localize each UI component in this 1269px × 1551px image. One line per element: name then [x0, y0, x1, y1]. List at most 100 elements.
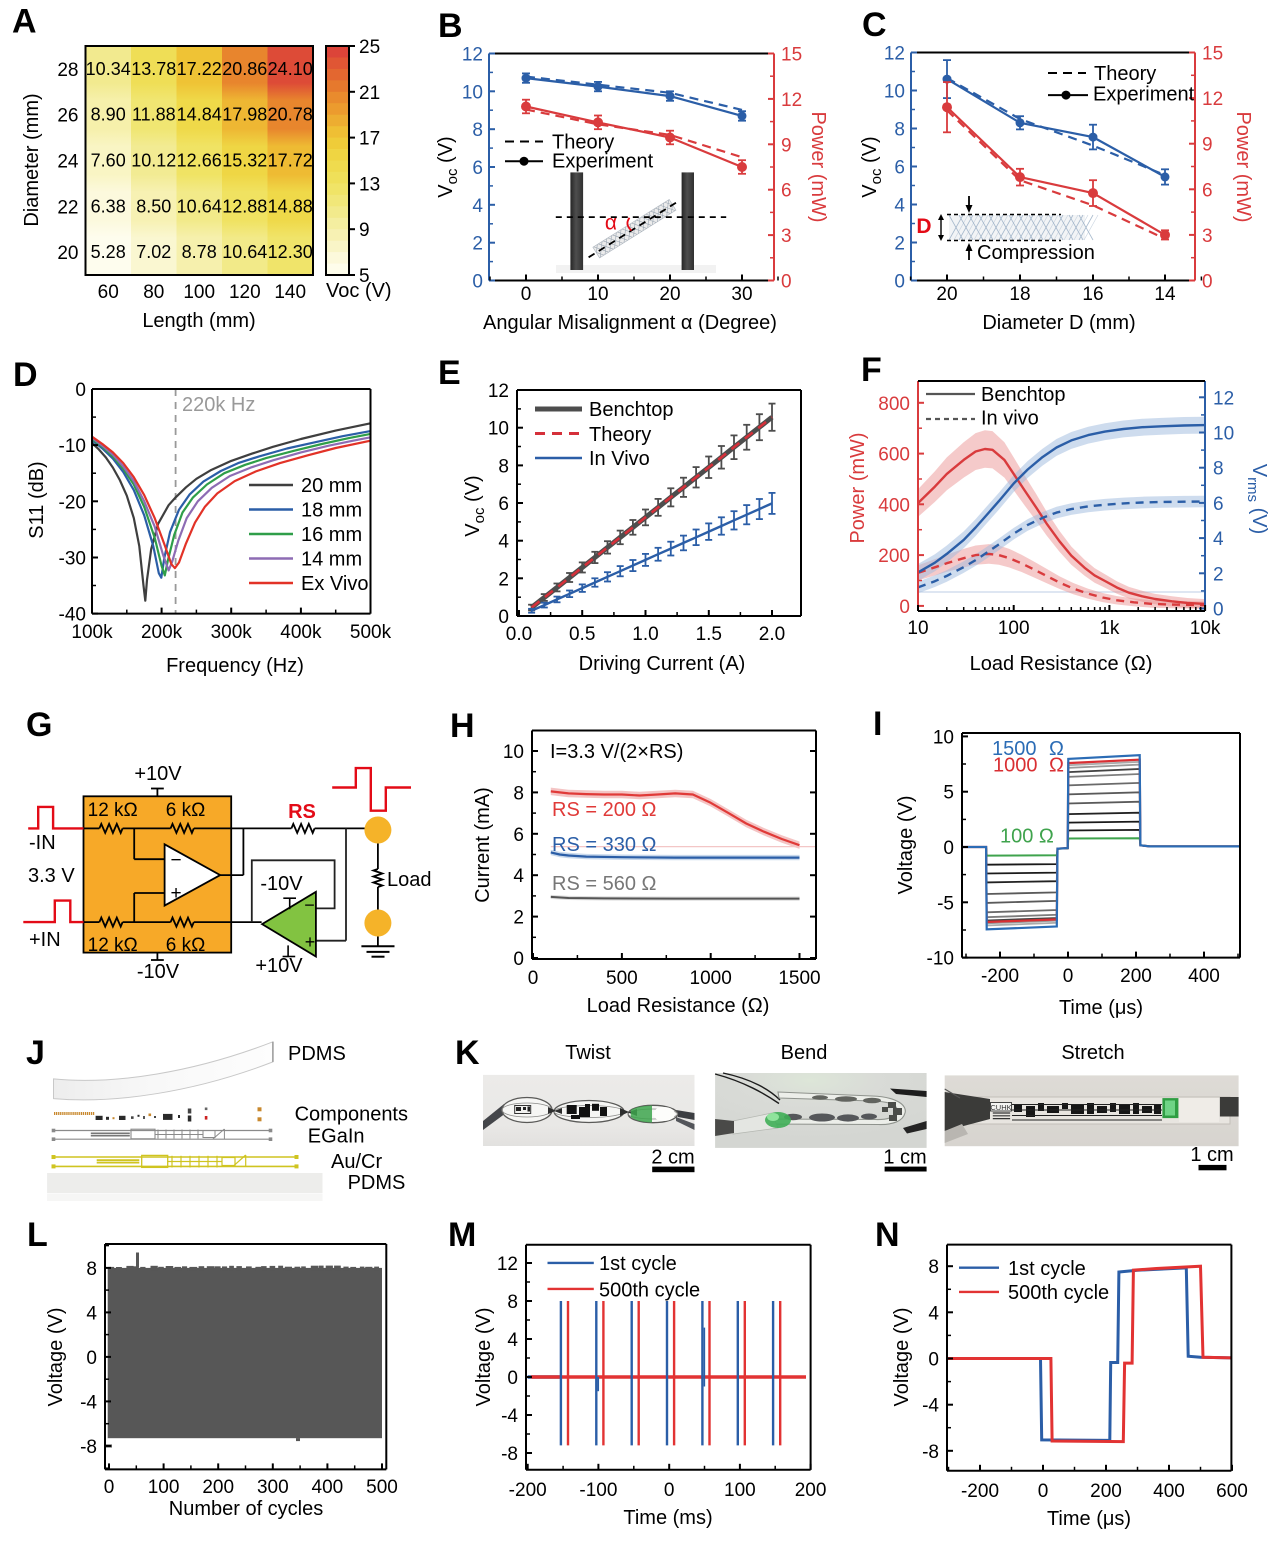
svg-text:15: 15 — [781, 45, 802, 66]
svg-text:5: 5 — [943, 783, 954, 804]
svg-text:D: D — [916, 215, 931, 238]
svg-text:200: 200 — [795, 1480, 827, 1501]
svg-text:8.50: 8.50 — [136, 196, 171, 216]
svg-text:3: 3 — [781, 226, 792, 247]
svg-text:21: 21 — [359, 83, 380, 104]
svg-text:CUHK: CUHK — [990, 1103, 1011, 1112]
svg-text:20: 20 — [936, 284, 957, 305]
svg-text:0: 0 — [513, 949, 524, 970]
svg-text:100k: 100k — [71, 622, 113, 643]
svg-text:200: 200 — [1120, 966, 1152, 987]
svg-text:8: 8 — [507, 1292, 518, 1313]
svg-text:400: 400 — [878, 495, 910, 516]
svg-text:12: 12 — [497, 1254, 518, 1275]
svg-text:8: 8 — [86, 1259, 97, 1280]
svg-text:0.5: 0.5 — [569, 624, 595, 645]
svg-text:400: 400 — [1188, 966, 1220, 987]
svg-text:4: 4 — [1213, 529, 1224, 550]
svg-text:12 kΩ: 12 kΩ — [88, 800, 138, 821]
svg-text:A: A — [12, 3, 37, 41]
svg-text:20.86: 20.86 — [222, 59, 267, 79]
svg-text:17.72: 17.72 — [268, 151, 313, 171]
svg-text:1st cycle: 1st cycle — [1008, 1258, 1086, 1280]
svg-text:2: 2 — [498, 569, 509, 590]
svg-text:14 mm: 14 mm — [301, 549, 362, 571]
svg-text:Current (mA): Current (mA) — [472, 787, 494, 903]
svg-text:15: 15 — [1202, 44, 1223, 65]
svg-text:13.78: 13.78 — [131, 59, 176, 79]
svg-text:400k: 400k — [280, 622, 322, 643]
svg-text:I=3.3 V/(2×RS): I=3.3 V/(2×RS) — [550, 741, 683, 763]
svg-text:500: 500 — [606, 968, 638, 989]
svg-text:1000: 1000 — [690, 968, 732, 989]
svg-text:0: 0 — [507, 1368, 518, 1389]
svg-text:500k: 500k — [350, 622, 392, 643]
svg-text:8.90: 8.90 — [91, 105, 126, 125]
svg-text:−: − — [170, 850, 181, 871]
svg-text:6: 6 — [1213, 494, 1224, 515]
svg-text:In Vivo: In Vivo — [589, 448, 650, 470]
svg-text:0: 0 — [104, 1477, 115, 1498]
svg-text:Driving Current (A): Driving Current (A) — [579, 653, 746, 675]
svg-text:Voltage (V): Voltage (V) — [45, 1308, 67, 1407]
svg-text:8: 8 — [1213, 459, 1224, 480]
svg-text:11.88: 11.88 — [132, 105, 176, 125]
svg-text:Length (mm): Length (mm) — [142, 310, 255, 332]
svg-text:Ω: Ω — [1049, 755, 1064, 777]
svg-text:Voc (V): Voc (V) — [326, 280, 392, 302]
svg-text:7.60: 7.60 — [91, 151, 126, 171]
svg-text:12.30: 12.30 — [268, 242, 313, 262]
svg-text:20 mm: 20 mm — [301, 475, 362, 497]
svg-text:0: 0 — [1038, 1481, 1049, 1502]
svg-text:Power (mW): Power (mW) — [807, 111, 829, 222]
svg-text:1500: 1500 — [992, 738, 1037, 760]
svg-text:12 kΩ: 12 kΩ — [88, 935, 138, 956]
svg-text:0: 0 — [1213, 600, 1224, 621]
svg-text:B: B — [438, 7, 463, 45]
svg-text:200k: 200k — [141, 622, 183, 643]
svg-text:4: 4 — [513, 866, 524, 887]
svg-text:20: 20 — [57, 243, 78, 264]
svg-text:Au/Cr: Au/Cr — [331, 1151, 382, 1173]
svg-text:200: 200 — [1090, 1481, 1122, 1502]
svg-text:12: 12 — [884, 44, 905, 65]
svg-text:In vivo: In vivo — [981, 408, 1039, 430]
svg-text:25: 25 — [359, 37, 380, 58]
svg-text:-10V: -10V — [260, 873, 303, 895]
svg-text:3: 3 — [1202, 226, 1213, 247]
svg-text:N: N — [875, 1216, 900, 1254]
svg-text:600: 600 — [878, 445, 910, 466]
svg-text:8: 8 — [513, 783, 524, 804]
svg-text:F: F — [861, 351, 882, 389]
svg-text:-10: -10 — [927, 949, 954, 970]
svg-text:6: 6 — [472, 158, 483, 179]
svg-text:Voc (V): Voc (V) — [462, 475, 488, 536]
svg-text:500th cycle: 500th cycle — [599, 1280, 700, 1302]
svg-text:12.66: 12.66 — [177, 151, 222, 171]
svg-text:0.0: 0.0 — [506, 624, 532, 645]
svg-text:600: 600 — [1216, 1481, 1248, 1502]
svg-text:-8: -8 — [922, 1442, 939, 1463]
svg-text:100 Ω: 100 Ω — [1000, 826, 1054, 848]
svg-text:300k: 300k — [211, 622, 253, 643]
svg-text:C: C — [862, 6, 887, 44]
svg-text:0: 0 — [528, 968, 539, 989]
svg-text:Voltage (V): Voltage (V) — [473, 1308, 495, 1407]
svg-text:0: 0 — [75, 380, 86, 401]
svg-text:0: 0 — [498, 607, 509, 628]
svg-text:10: 10 — [503, 742, 524, 763]
svg-text:0: 0 — [781, 272, 792, 293]
svg-text:16: 16 — [1082, 284, 1103, 305]
svg-text:Compression: Compression — [977, 242, 1095, 264]
svg-text:0: 0 — [521, 284, 532, 305]
svg-text:14.88: 14.88 — [268, 196, 313, 216]
svg-text:6 kΩ: 6 kΩ — [166, 935, 206, 956]
svg-text:14.84: 14.84 — [177, 105, 222, 125]
svg-text:6.38: 6.38 — [91, 196, 126, 216]
svg-text:12: 12 — [462, 45, 483, 66]
svg-text:3.3 V: 3.3 V — [28, 865, 75, 887]
svg-text:12.88: 12.88 — [222, 196, 267, 216]
svg-text:10: 10 — [462, 82, 483, 103]
svg-text:10: 10 — [488, 419, 509, 440]
svg-text:17.98: 17.98 — [222, 105, 267, 125]
